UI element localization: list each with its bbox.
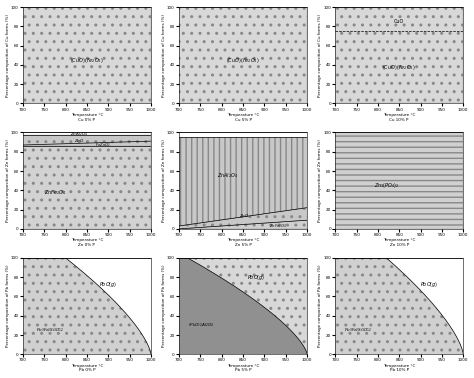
Text: $ZnFe_2O_4$: $ZnFe_2O_4$: [269, 222, 286, 230]
Y-axis label: Percentage composition of Pb forms (%): Percentage composition of Pb forms (%): [6, 265, 9, 347]
Y-axis label: Percentage composition of Cu forms (%): Percentage composition of Cu forms (%): [6, 14, 9, 97]
Y-axis label: Percentage composition of Pb forms (%): Percentage composition of Pb forms (%): [162, 265, 166, 347]
Text: $Pb_3Fe_2Si_3O_{12}$: $Pb_3Fe_2Si_3O_{12}$: [36, 326, 64, 334]
Text: $Pb_3Fe_2Si_3O_{12}$: $Pb_3Fe_2Si_3O_{12}$: [344, 326, 372, 334]
Text: $ZnFe_2O_4$: $ZnFe_2O_4$: [44, 188, 67, 197]
Text: $PbO(g)$: $PbO(g)$: [99, 280, 118, 290]
X-axis label: Temperature °C
Zn 10% P: Temperature °C Zn 10% P: [383, 239, 415, 247]
Y-axis label: Percentage composition of Zn forms (%): Percentage composition of Zn forms (%): [162, 139, 166, 222]
X-axis label: Temperature °C
Pb 5% P: Temperature °C Pb 5% P: [227, 364, 259, 372]
X-axis label: Temperature °C
Pb 10% P: Temperature °C Pb 10% P: [383, 364, 415, 372]
Text: $(CuO)(Fe_2O_3)$: $(CuO)(Fe_2O_3)$: [226, 56, 260, 65]
Y-axis label: Percentage composition of Zn forms (%): Percentage composition of Zn forms (%): [318, 139, 322, 222]
X-axis label: Temperature °C
Cu 5% P: Temperature °C Cu 5% P: [227, 113, 259, 122]
Text: $ZnAl_2O_4$: $ZnAl_2O_4$: [70, 130, 88, 138]
Y-axis label: Percentage composition of Cu forms (%): Percentage composition of Cu forms (%): [318, 14, 322, 97]
Text: $ZnO$: $ZnO$: [74, 137, 85, 144]
Text: $ZnO$: $ZnO$: [239, 212, 249, 219]
Text: $FeZnO_2$: $FeZnO_2$: [95, 141, 111, 149]
Text: $ZnAl_2O_4$: $ZnAl_2O_4$: [218, 171, 239, 180]
Text: $(PbO)_2Al_2O_4$: $(PbO)_2Al_2O_4$: [188, 322, 214, 329]
Text: CuO: CuO: [394, 19, 404, 24]
Text: $(CuO)(Fe_2O_3)$: $(CuO)(Fe_2O_3)$: [70, 56, 104, 65]
Text: $PbO(g)$: $PbO(g)$: [420, 280, 438, 290]
Text: $(CuO)(Fe_2O_3)$: $(CuO)(Fe_2O_3)$: [383, 63, 416, 72]
Y-axis label: Percentage composition of Zn forms (%): Percentage composition of Zn forms (%): [6, 139, 9, 222]
X-axis label: Temperature °C
Cu 10% P: Temperature °C Cu 10% P: [383, 113, 415, 122]
X-axis label: Temperature °C
Zn 5% P: Temperature °C Zn 5% P: [227, 239, 259, 247]
Text: $PbO(g)$: $PbO(g)$: [246, 273, 265, 282]
Y-axis label: Percentage composition of Pb forms (%): Percentage composition of Pb forms (%): [318, 265, 322, 347]
X-axis label: Temperature °C
Cu 0% P: Temperature °C Cu 0% P: [71, 113, 103, 122]
X-axis label: Temperature °C
Zn 0% P: Temperature °C Zn 0% P: [71, 239, 103, 247]
Y-axis label: Percentage composition of Cu forms (%): Percentage composition of Cu forms (%): [162, 14, 166, 97]
X-axis label: Temperature °C
Pb 0% P: Temperature °C Pb 0% P: [71, 364, 103, 372]
Text: $Zn_3(PO_4)_2$: $Zn_3(PO_4)_2$: [374, 181, 399, 190]
